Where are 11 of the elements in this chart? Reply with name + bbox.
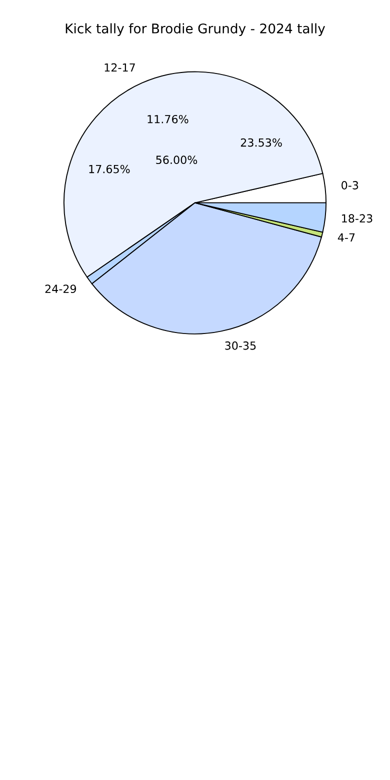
slice-label: 12-17 — [104, 63, 135, 72]
slice-label: 30-35 — [225, 341, 256, 350]
chart-title: Kick tally for Brodie Grundy - 2024 tally — [66, 23, 326, 36]
text: 17.65% — [89, 164, 130, 174]
slice-label: 0-3 — [342, 181, 358, 190]
text: 11.76% — [148, 114, 188, 124]
data-label: 56.00% — [156, 156, 198, 164]
slice-label: 18-23 — [342, 214, 372, 223]
text: 23.53% — [240, 138, 282, 147]
slice-label: 24-29 — [45, 284, 76, 294]
slice-label: 4-7 — [338, 233, 355, 242]
